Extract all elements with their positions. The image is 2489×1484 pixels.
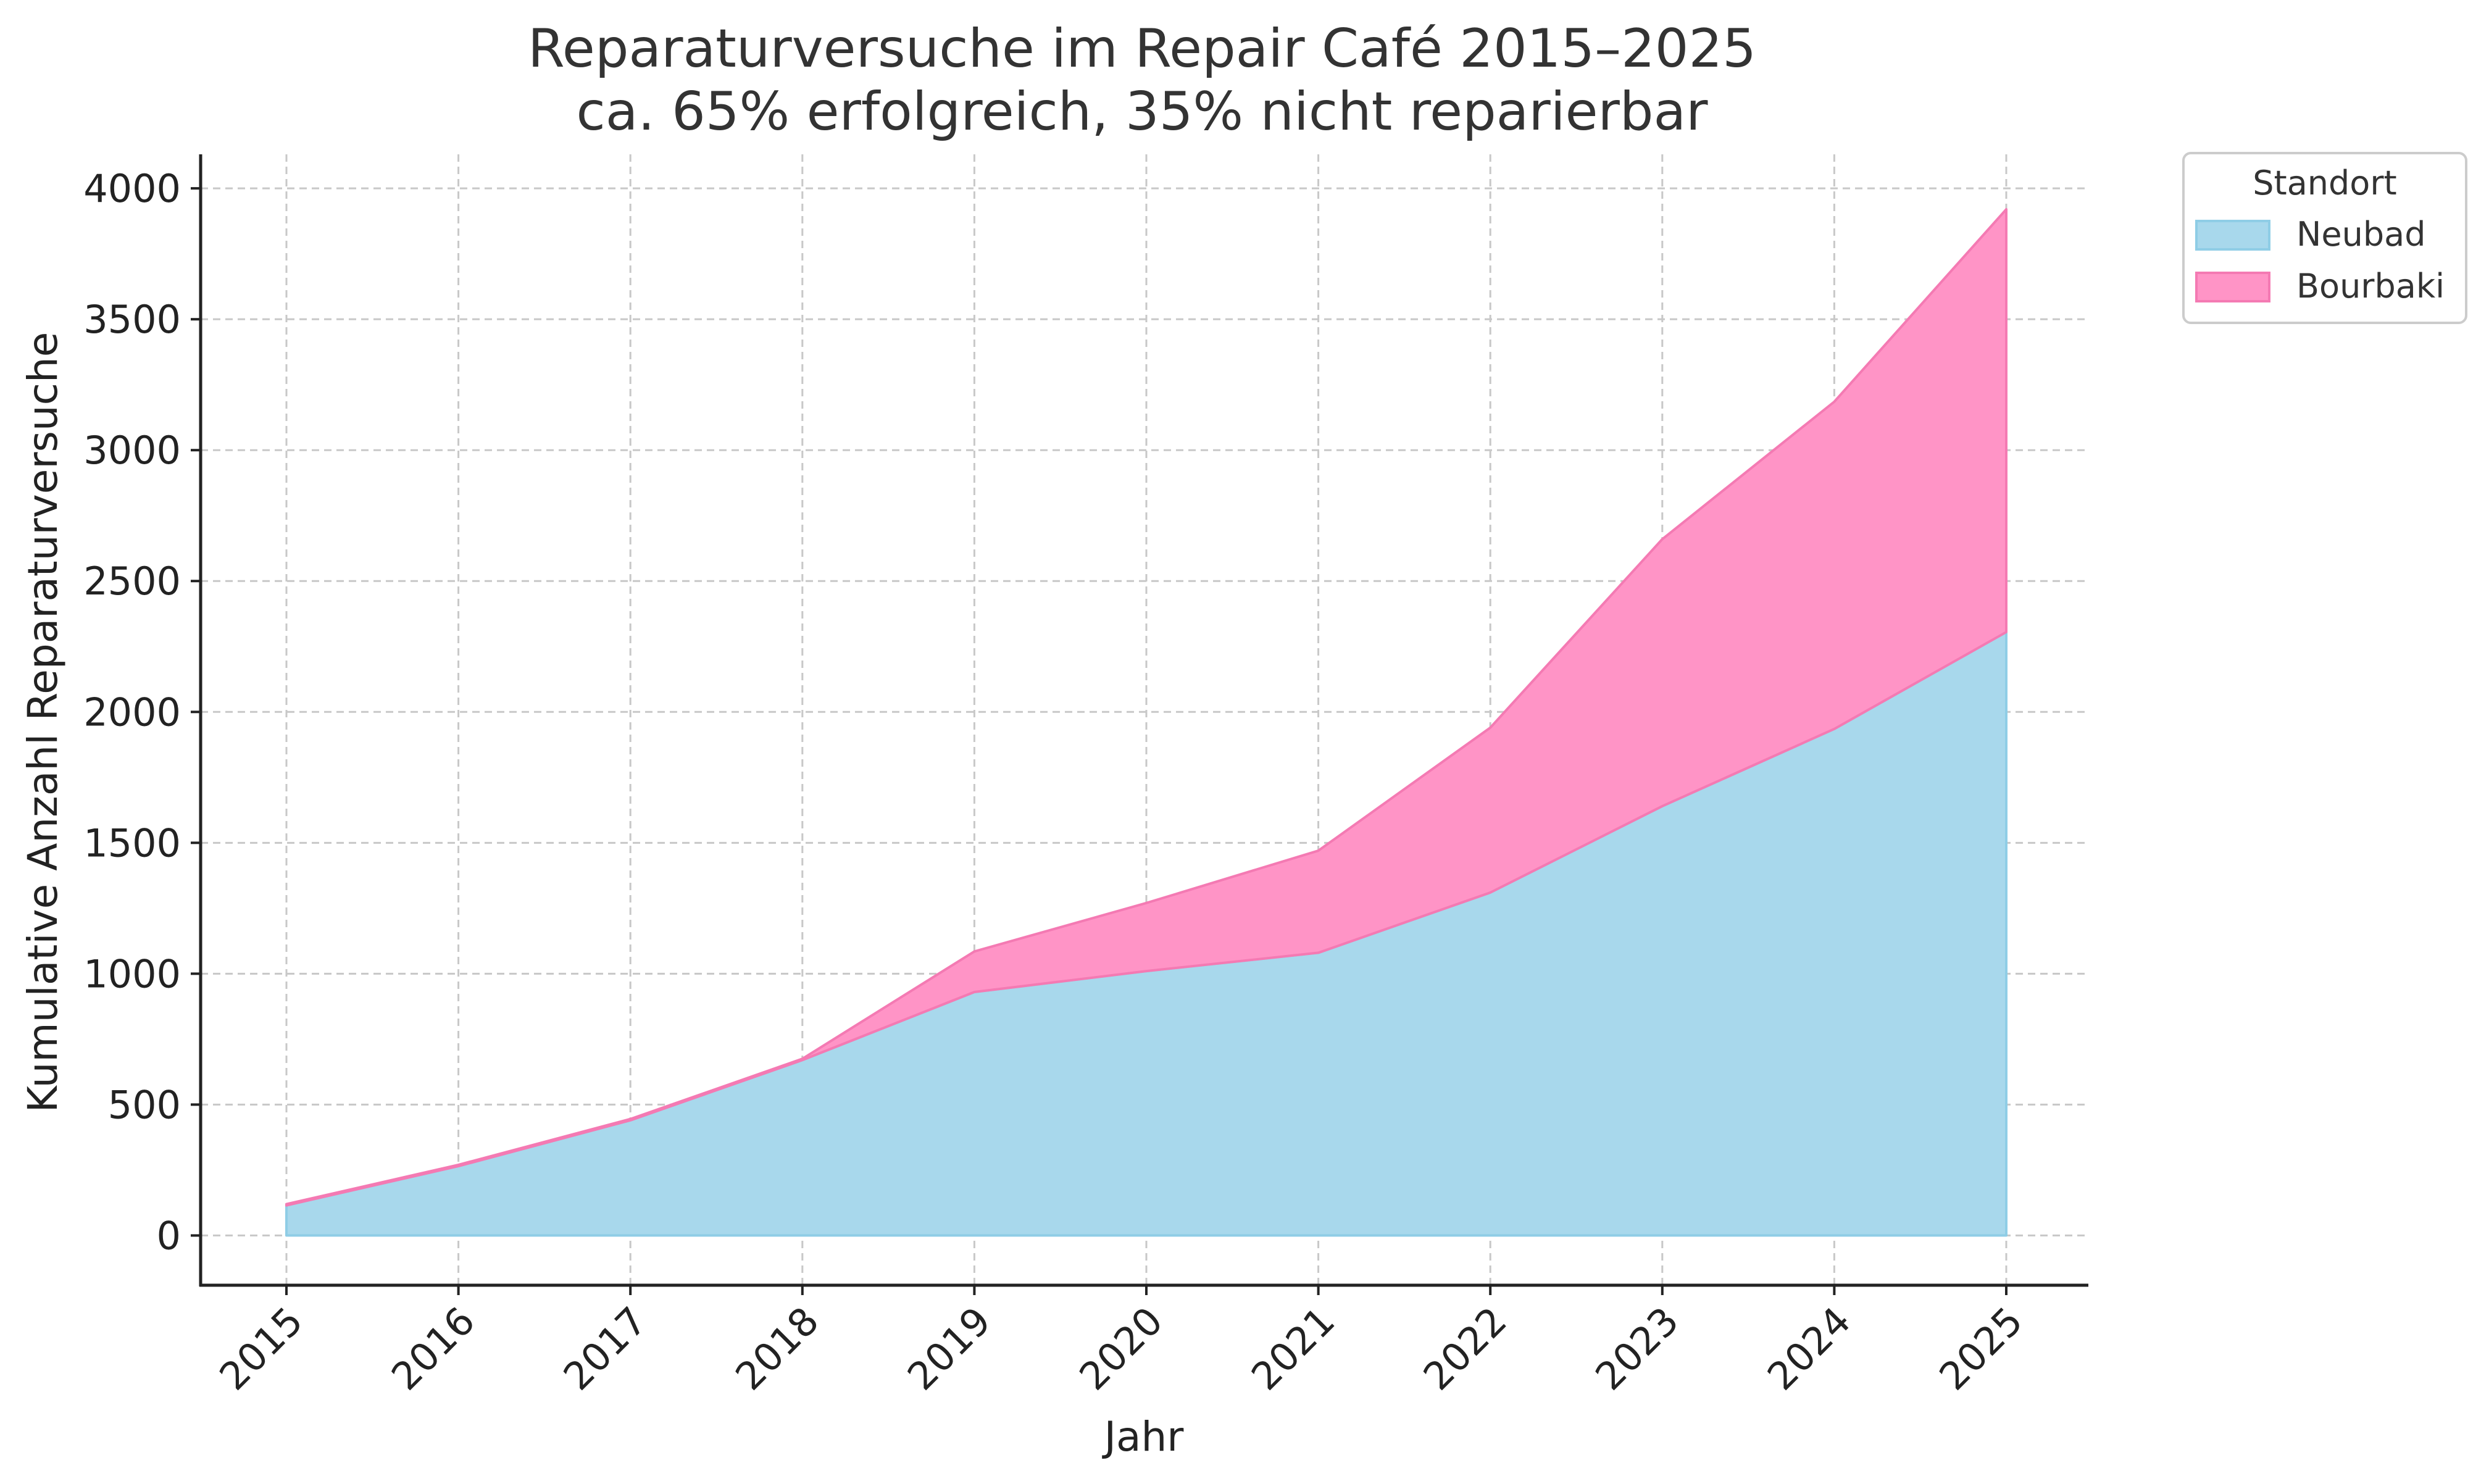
y-tick-label: 3000 bbox=[83, 428, 181, 473]
y-tick-label: 3500 bbox=[83, 297, 181, 342]
y-axis-label: Kumulative Anzahl Reparaturversuche bbox=[19, 332, 67, 1113]
legend-title: Standort bbox=[2253, 164, 2396, 202]
chart-title: Reparaturversuche im Repair Café 2015–20… bbox=[528, 18, 1756, 80]
legend-swatch-neubad bbox=[2195, 220, 2270, 251]
y-ticks: 0 500 1000 1500 2000 2500 3000 3500 4000 bbox=[83, 166, 201, 1258]
x-tick-label: 2019 bbox=[899, 1298, 999, 1399]
legend-swatch-bourbaki bbox=[2195, 272, 2270, 302]
y-tick-label: 0 bbox=[157, 1213, 181, 1258]
x-tick-label: 2020 bbox=[1070, 1298, 1171, 1399]
y-tick-label: 500 bbox=[108, 1082, 181, 1127]
y-tick-label: 2500 bbox=[83, 559, 181, 604]
y-tick-label: 1500 bbox=[83, 820, 181, 865]
y-tick-label: 2000 bbox=[83, 690, 181, 735]
legend-label-bourbaki: Bourbaki bbox=[2296, 267, 2445, 306]
y-tick-label: 1000 bbox=[83, 951, 181, 996]
x-axis-label: Jahr bbox=[1102, 1413, 1185, 1461]
legend: Standort Neubad Bourbaki bbox=[2182, 152, 2467, 324]
chart-subtitle: ca. 65% erfolgreich, 35% nicht reparierb… bbox=[576, 81, 1708, 143]
x-tick-label: 2021 bbox=[1243, 1298, 1343, 1399]
x-tick-label: 2023 bbox=[1586, 1298, 1687, 1399]
legend-label-neubad: Neubad bbox=[2296, 215, 2426, 254]
x-tick-label: 2024 bbox=[1759, 1298, 1859, 1399]
y-tick-label: 4000 bbox=[83, 166, 181, 211]
x-tick-label: 2017 bbox=[555, 1298, 656, 1399]
area-layer bbox=[285, 208, 2007, 1237]
x-tick-label: 2025 bbox=[1930, 1298, 2031, 1399]
axes bbox=[199, 154, 2088, 1287]
x-tick-label: 2016 bbox=[383, 1298, 483, 1399]
x-tick-label: 2015 bbox=[211, 1298, 311, 1399]
x-ticks: 2015 2016 2017 2018 2019 2020 2021 2022 2023 2024… bbox=[211, 1285, 2032, 1399]
x-tick-label: 2018 bbox=[727, 1298, 827, 1399]
x-tick-label: 2022 bbox=[1415, 1298, 1515, 1399]
area-bourbaki bbox=[285, 208, 2007, 1207]
